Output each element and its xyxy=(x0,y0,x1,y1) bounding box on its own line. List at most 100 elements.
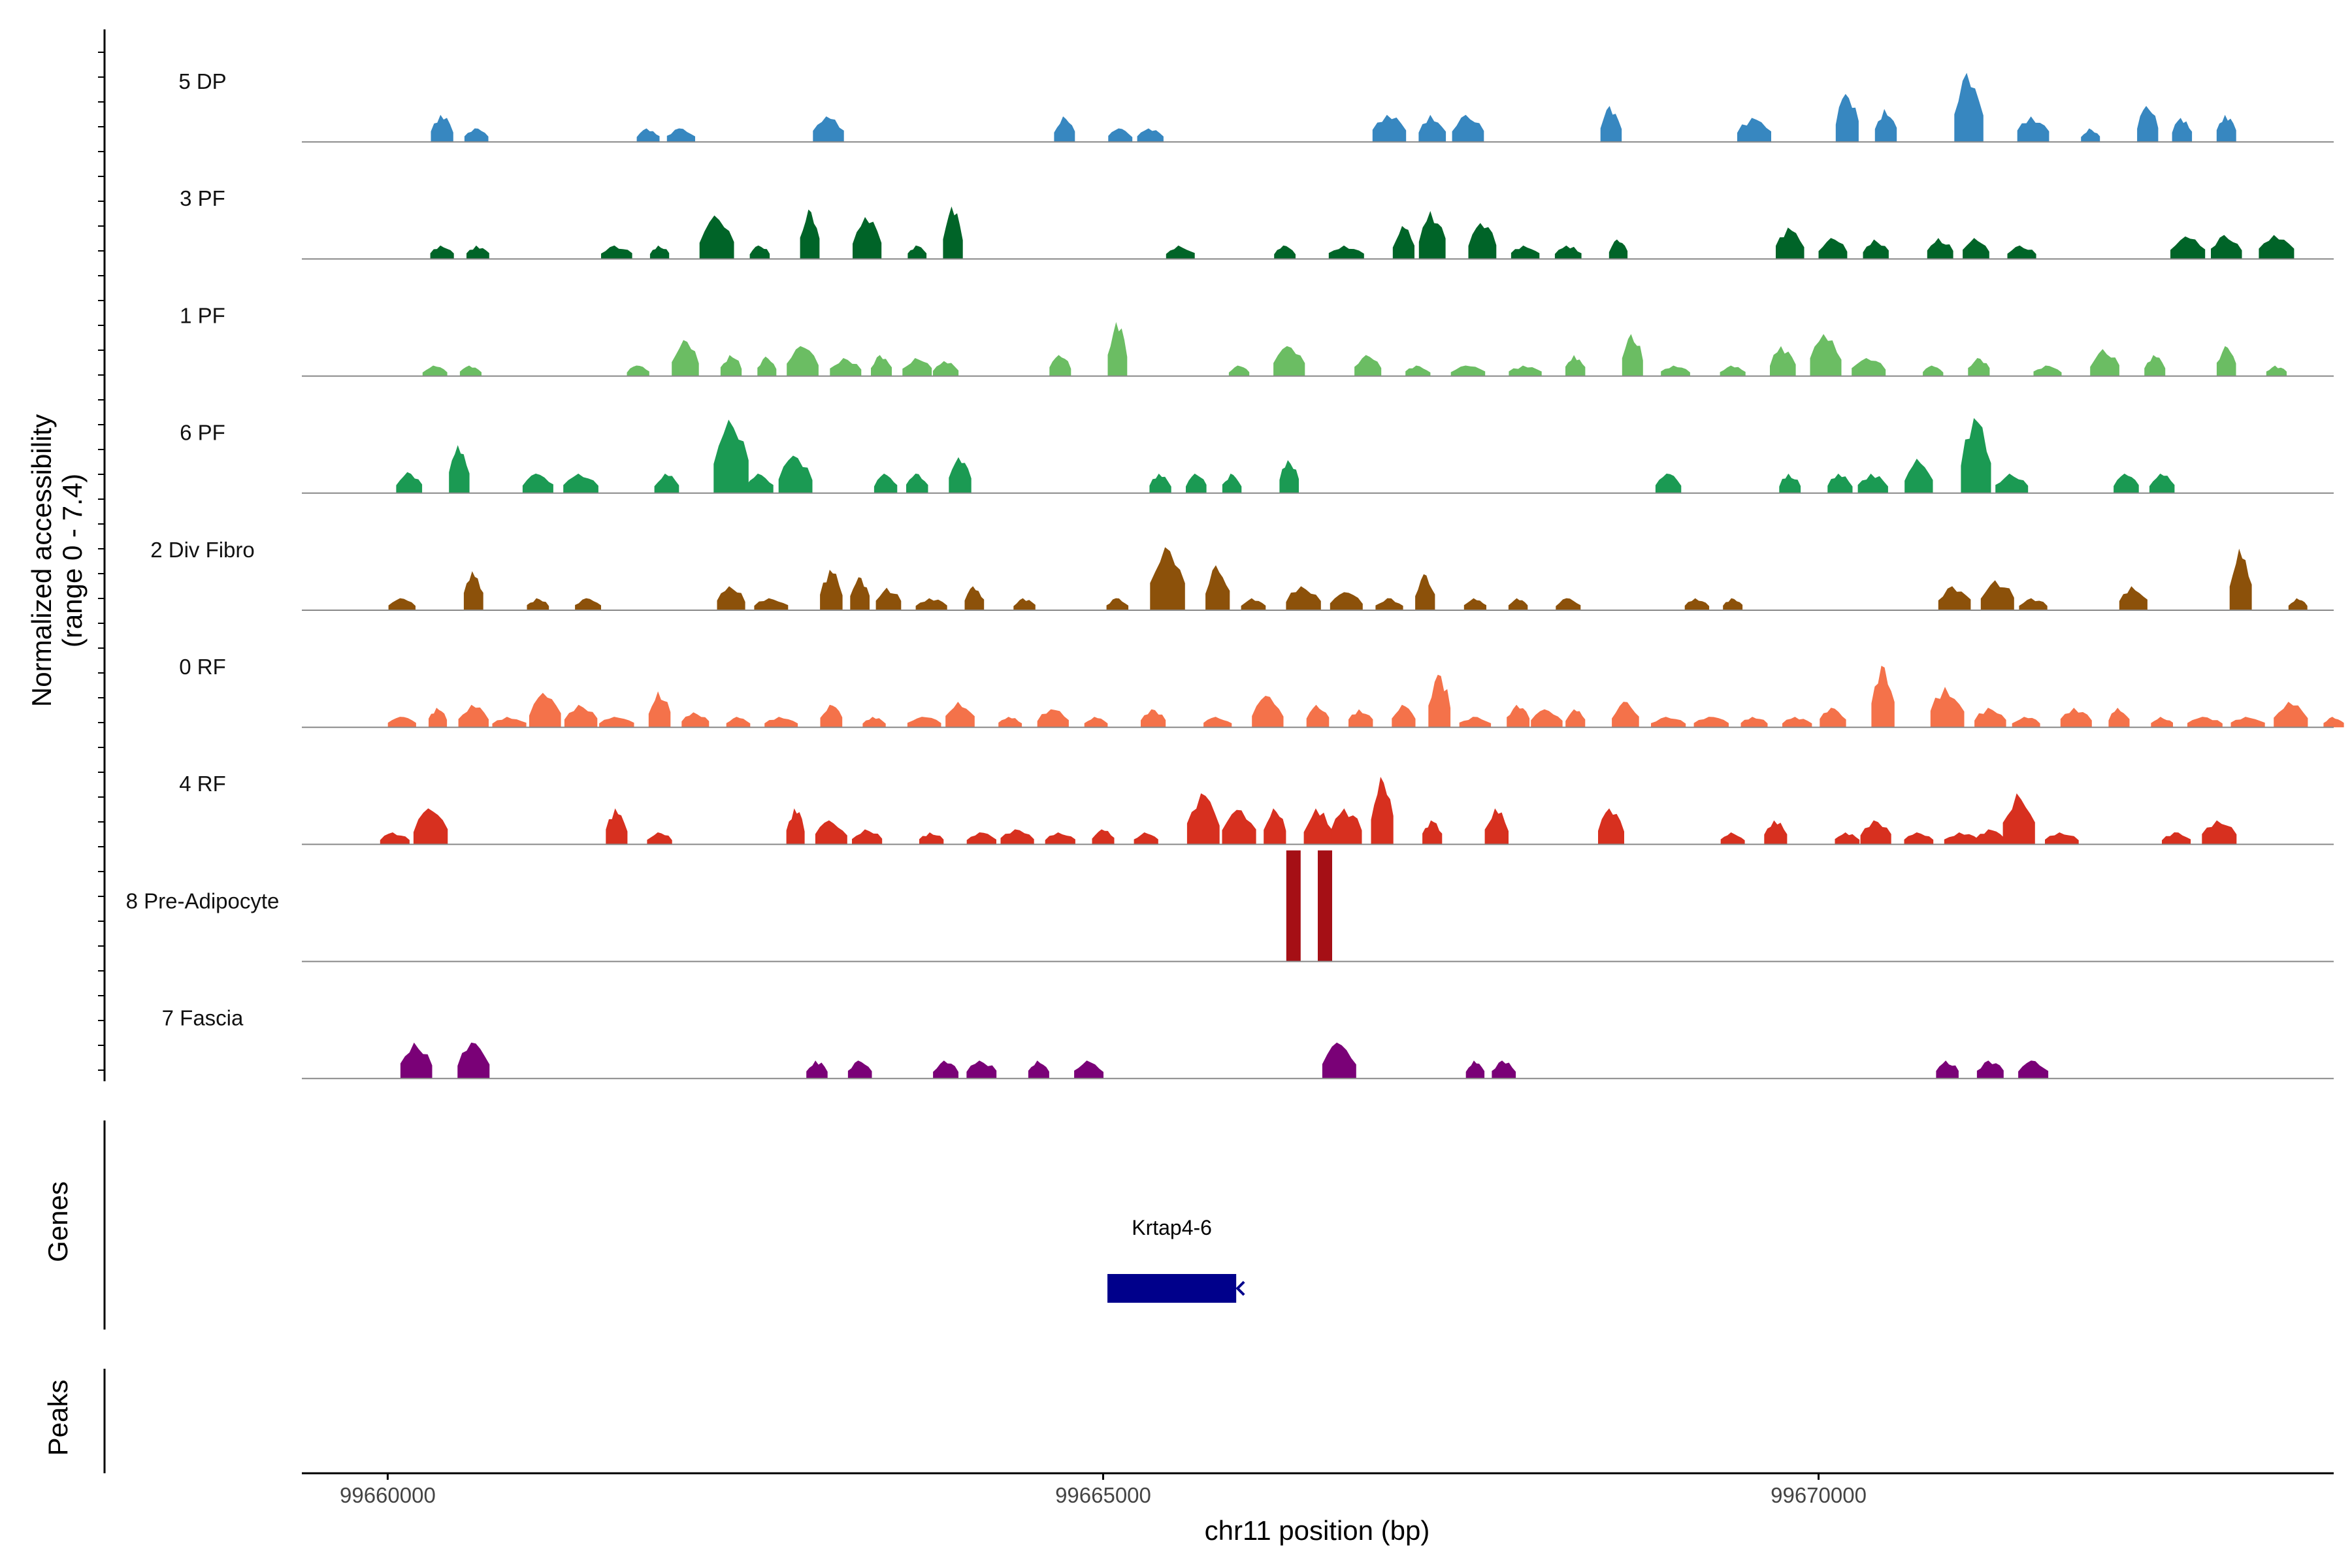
x-axis-title: chr11 position (bp) xyxy=(1205,1515,1430,1546)
coverage-peak xyxy=(2149,473,2175,493)
coverage-peak xyxy=(601,245,632,259)
coverage-peak xyxy=(2119,586,2148,610)
coverage-peak xyxy=(1827,473,1853,493)
coverage-peak xyxy=(906,473,928,493)
coverage-peak xyxy=(1013,598,1036,610)
coverage-peak xyxy=(1405,365,1431,376)
coverage-peak xyxy=(1330,592,1363,610)
coverage-peak xyxy=(1422,820,1443,845)
coverage-peak xyxy=(1252,696,1284,728)
coverage-peak xyxy=(2137,106,2159,142)
coverage-peak xyxy=(1995,473,2029,493)
coverage-peak xyxy=(1228,365,1250,376)
coverage-peak xyxy=(830,358,862,376)
coverage-peak xyxy=(966,832,996,845)
coverage-peak xyxy=(1428,674,1451,728)
coverage-peak xyxy=(720,355,742,376)
coverage-peak xyxy=(431,114,453,142)
coverage-peak xyxy=(1354,355,1382,376)
coverage-peak xyxy=(1328,245,1364,259)
coverage-peak xyxy=(1508,598,1528,610)
coverage-peak xyxy=(2090,349,2119,376)
coverage-peak xyxy=(1074,1060,1103,1079)
coverage-peak xyxy=(1980,580,2014,610)
coverage-peak xyxy=(1222,809,1256,845)
coverage-peak xyxy=(1418,210,1446,259)
coverage-peak xyxy=(1375,598,1403,610)
coverage-peak xyxy=(2170,236,2206,259)
coverage-peak xyxy=(1684,598,1710,610)
coverage-peak xyxy=(627,365,649,376)
coverage-peak xyxy=(1835,832,1860,845)
coverage-peak xyxy=(1723,598,1743,610)
coverage-peak xyxy=(2211,235,2242,259)
coverage-peak xyxy=(1930,687,1965,728)
x-tick-label: 99670000 xyxy=(1771,1483,1867,1507)
track-0-rf: 0 RF xyxy=(179,655,2344,728)
coverage-peak xyxy=(966,1060,997,1079)
coverage-peak xyxy=(2274,702,2308,728)
coverage-peak xyxy=(1150,547,1185,610)
coverage-peak xyxy=(726,717,751,728)
y-axis xyxy=(98,29,106,1473)
coverage-peak xyxy=(529,693,561,728)
coverage-peak xyxy=(919,832,944,845)
x-tick-label: 99665000 xyxy=(1055,1483,1151,1507)
track-label: 5 DP xyxy=(178,69,226,93)
coverage-peak xyxy=(871,355,892,376)
coverage-peak xyxy=(2108,708,2130,728)
coverage-peak xyxy=(1306,704,1330,728)
track-3-pf: 3 PF xyxy=(180,186,2334,260)
coverage-peak xyxy=(1463,598,1486,610)
coverage-peak xyxy=(2323,717,2344,728)
coverage-peak xyxy=(647,832,672,845)
coverage-peak xyxy=(2060,708,2092,728)
coverage-peak xyxy=(1273,346,1305,376)
coverage-peak xyxy=(943,206,963,259)
coverage-peak xyxy=(945,702,975,728)
coverage-peak xyxy=(717,586,745,610)
coverage-peak xyxy=(1186,473,1207,493)
coverage-peak xyxy=(754,598,789,610)
coverage-peak xyxy=(522,473,553,493)
coverage-peak xyxy=(964,586,985,610)
coverage-peak xyxy=(2216,346,2236,376)
coverage-peak xyxy=(902,358,932,376)
coverage-peak xyxy=(606,808,628,845)
coverage-peak xyxy=(1000,829,1034,845)
coverage-peak xyxy=(907,245,927,259)
coverage-peak xyxy=(2012,717,2040,728)
coverage-peak xyxy=(1205,565,1230,610)
gene-annotation-track: Krtap4-6 xyxy=(1107,1216,1245,1303)
coverage-peak xyxy=(806,1060,828,1079)
y-axis-title-line2: (range 0 - 7.4) xyxy=(57,474,88,647)
coverage-peak xyxy=(1468,223,1497,259)
coverage-peak xyxy=(2017,116,2050,142)
coverage-peak xyxy=(1852,358,1886,376)
coverage-peak xyxy=(998,717,1022,728)
coverage-peak xyxy=(1531,709,1563,728)
coverage-peak xyxy=(1961,417,1991,493)
coverage-peak xyxy=(800,209,820,259)
coverage-peak xyxy=(1028,1060,1049,1079)
coverage-peak xyxy=(387,717,416,728)
coverage-peak xyxy=(492,717,527,728)
coverage-peak xyxy=(852,829,883,845)
coverage-peak xyxy=(2151,717,2173,728)
coverage-peak xyxy=(1968,358,1990,376)
coverage-peak xyxy=(654,473,679,493)
coverage-peak xyxy=(1776,227,1805,259)
genes-panel-label: Genes xyxy=(42,1181,73,1262)
track-8-pre-adipocyte: 8 Pre-Adipocyte xyxy=(126,850,2334,962)
coverage-peak xyxy=(1107,321,1128,376)
coverage-peak xyxy=(1556,598,1581,610)
coverage-peak xyxy=(1452,114,1484,142)
coverage-peak xyxy=(1509,365,1542,376)
coverage-peak xyxy=(815,820,847,845)
track-2-div-fibro: 2 Div Fibro xyxy=(150,538,2334,611)
coverage-peak xyxy=(1371,777,1394,845)
coverage-peak xyxy=(786,808,805,845)
coverage-peak xyxy=(1860,820,1891,845)
coverage-peak xyxy=(2114,473,2139,493)
